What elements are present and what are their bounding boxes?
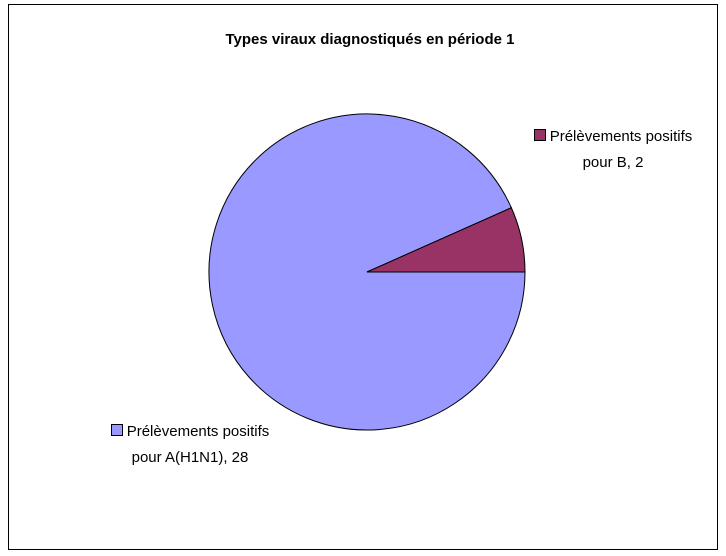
legend-key [533, 129, 546, 141]
data-label: Prélèvements positifs pour A(H1N1), 28 [105, 419, 275, 471]
pie-slice [366, 207, 526, 273]
data-label-text: Prélèvements positifs pour B, 2 [549, 128, 693, 171]
chart-title: Types viraux diagnostiqués en période 1 [226, 31, 515, 48]
legend-key [110, 424, 123, 436]
data-label-text: Prélèvements positifs pour A(H1N1), 28 [126, 423, 270, 466]
data-label: Prélèvements positifs pour B, 2 [528, 124, 698, 176]
